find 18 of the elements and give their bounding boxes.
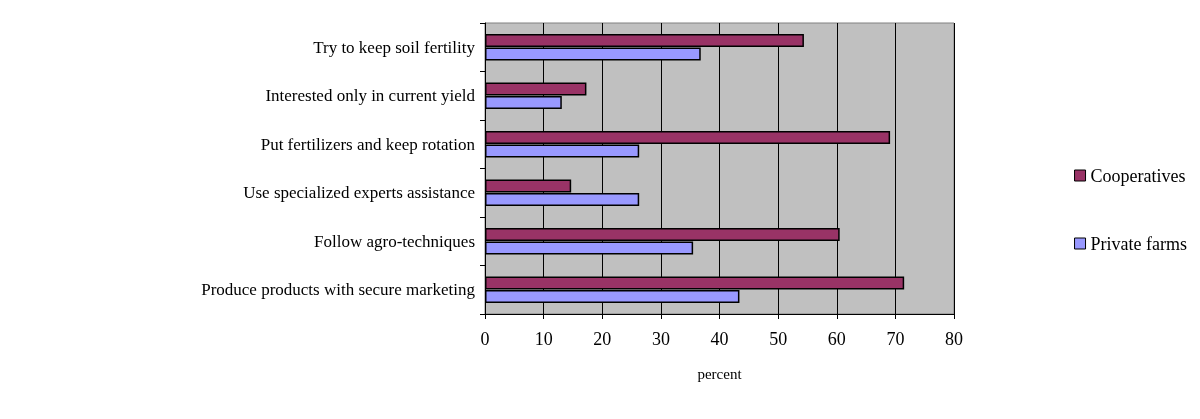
x-tick-label: 70 <box>886 329 905 349</box>
x-tick-label: 20 <box>593 329 612 349</box>
x-tick-label: 50 <box>769 329 788 349</box>
x-tick-label: 10 <box>534 329 553 349</box>
y-tick-label: Use specialized experts assistance <box>243 183 475 203</box>
x-tick-label: 30 <box>651 329 670 349</box>
y-tick-label: Follow agro-techniques <box>314 231 475 251</box>
legend-label: Cooperatives <box>1090 165 1186 186</box>
y-tick-label: Put fertilizers and keep rotation <box>260 134 476 154</box>
y-tick-label: Interested only in current yield <box>265 86 476 106</box>
x-tick-label: 60 <box>827 329 846 349</box>
y-tick-label: Produce products with secure marketing <box>201 280 476 300</box>
y-tick-label: Try to keep soil fertility <box>313 37 476 57</box>
x-tick-label: 40 <box>710 329 729 349</box>
x-tick-label: 0 <box>480 329 490 349</box>
x-axis-title: percent <box>697 365 743 382</box>
x-tick-label: 80 <box>945 329 963 349</box>
legend-label: Private farms <box>1090 233 1187 254</box>
